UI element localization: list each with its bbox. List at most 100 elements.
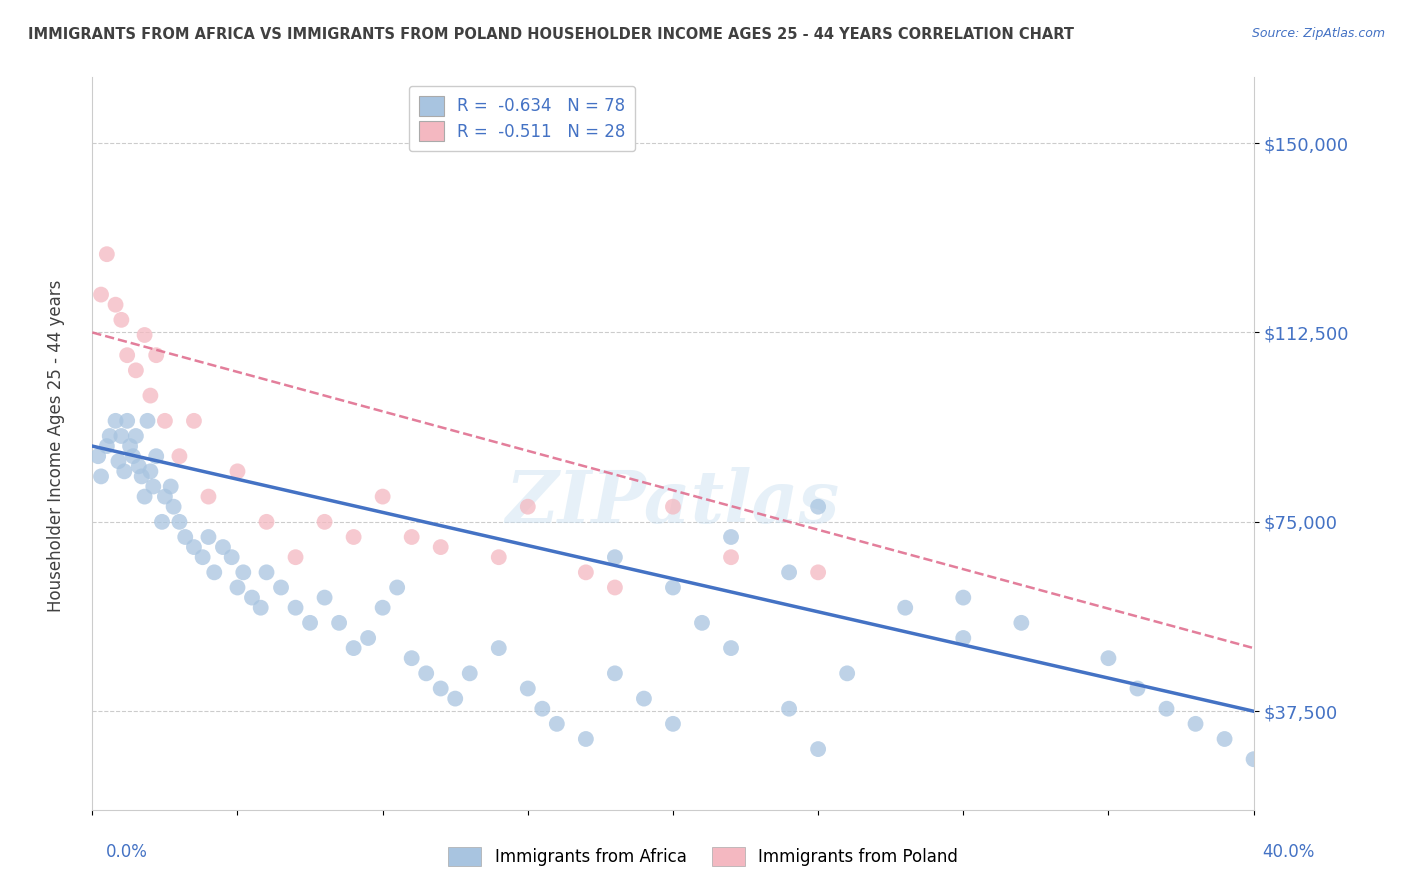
Point bbox=[191, 550, 214, 565]
Point bbox=[125, 363, 148, 377]
Point bbox=[202, 566, 225, 580]
Point bbox=[371, 600, 394, 615]
Point bbox=[603, 666, 626, 681]
Point bbox=[415, 666, 437, 681]
Point bbox=[212, 540, 235, 554]
Point bbox=[1243, 752, 1265, 766]
Point bbox=[232, 566, 254, 580]
Point bbox=[314, 515, 336, 529]
Point bbox=[122, 449, 145, 463]
Point bbox=[128, 459, 150, 474]
Text: Householder Income Ages 25 - 44 years: Householder Income Ages 25 - 44 years bbox=[48, 280, 65, 612]
Point bbox=[401, 651, 423, 665]
Point bbox=[952, 591, 974, 605]
Point bbox=[720, 641, 742, 656]
Point bbox=[153, 414, 176, 428]
Point bbox=[575, 566, 598, 580]
Point bbox=[139, 464, 162, 478]
Point bbox=[662, 716, 685, 731]
Text: ZIPatlas: ZIPatlas bbox=[506, 467, 839, 538]
Point bbox=[142, 479, 165, 493]
Point bbox=[385, 581, 408, 595]
Text: Source: ZipAtlas.com: Source: ZipAtlas.com bbox=[1251, 27, 1385, 40]
Point bbox=[720, 530, 742, 544]
Point bbox=[226, 581, 249, 595]
Point bbox=[516, 500, 538, 514]
Point bbox=[107, 454, 129, 468]
Point bbox=[603, 550, 626, 565]
Point bbox=[96, 439, 118, 453]
Point bbox=[720, 550, 742, 565]
Point bbox=[112, 464, 135, 478]
Point bbox=[429, 681, 451, 696]
Point bbox=[444, 691, 467, 706]
Point bbox=[488, 550, 510, 565]
Point bbox=[87, 449, 110, 463]
Point bbox=[145, 449, 167, 463]
Point bbox=[314, 591, 336, 605]
Point bbox=[778, 702, 800, 716]
Point bbox=[603, 581, 626, 595]
Text: IMMIGRANTS FROM AFRICA VS IMMIGRANTS FROM POLAND HOUSEHOLDER INCOME AGES 25 - 44: IMMIGRANTS FROM AFRICA VS IMMIGRANTS FRO… bbox=[28, 27, 1074, 42]
Point bbox=[1097, 651, 1119, 665]
Point bbox=[516, 681, 538, 696]
Point bbox=[807, 742, 830, 756]
Point bbox=[104, 414, 127, 428]
Point bbox=[110, 313, 132, 327]
Point bbox=[139, 388, 162, 402]
Point bbox=[1126, 681, 1149, 696]
Point bbox=[90, 287, 112, 301]
Point bbox=[531, 702, 554, 716]
Text: 40.0%: 40.0% bbox=[1263, 843, 1315, 861]
Point bbox=[136, 414, 159, 428]
Point bbox=[894, 600, 917, 615]
Point bbox=[328, 615, 350, 630]
Point bbox=[174, 530, 197, 544]
Point bbox=[662, 581, 685, 595]
Point bbox=[952, 631, 974, 645]
Point bbox=[125, 429, 148, 443]
Point bbox=[1184, 716, 1206, 731]
Point bbox=[90, 469, 112, 483]
Point bbox=[1213, 731, 1236, 746]
Point bbox=[343, 641, 366, 656]
Legend: Immigrants from Africa, Immigrants from Poland: Immigrants from Africa, Immigrants from … bbox=[440, 838, 966, 875]
Point bbox=[429, 540, 451, 554]
Point bbox=[110, 429, 132, 443]
Point bbox=[371, 490, 394, 504]
Point bbox=[226, 464, 249, 478]
Point bbox=[249, 600, 271, 615]
Point bbox=[546, 716, 568, 731]
Point bbox=[104, 298, 127, 312]
Point bbox=[197, 490, 219, 504]
Point bbox=[115, 348, 138, 362]
Text: 0.0%: 0.0% bbox=[105, 843, 148, 861]
Point bbox=[837, 666, 859, 681]
Point bbox=[357, 631, 380, 645]
Point bbox=[1156, 702, 1178, 716]
Point bbox=[458, 666, 481, 681]
Point bbox=[183, 414, 205, 428]
Point bbox=[115, 414, 138, 428]
Point bbox=[169, 449, 191, 463]
Point bbox=[662, 500, 685, 514]
Point bbox=[299, 615, 322, 630]
Point bbox=[197, 530, 219, 544]
Point bbox=[120, 439, 142, 453]
Point bbox=[575, 731, 598, 746]
Point bbox=[153, 490, 176, 504]
Point bbox=[807, 500, 830, 514]
Point bbox=[145, 348, 167, 362]
Point bbox=[159, 479, 181, 493]
Point bbox=[401, 530, 423, 544]
Point bbox=[284, 550, 307, 565]
Legend: R =  -0.634   N = 78, R =  -0.511   N = 28: R = -0.634 N = 78, R = -0.511 N = 28 bbox=[409, 86, 636, 152]
Point bbox=[150, 515, 173, 529]
Point bbox=[98, 429, 121, 443]
Point bbox=[96, 247, 118, 261]
Point bbox=[134, 490, 156, 504]
Point bbox=[778, 566, 800, 580]
Point bbox=[488, 641, 510, 656]
Point bbox=[807, 566, 830, 580]
Point bbox=[1010, 615, 1032, 630]
